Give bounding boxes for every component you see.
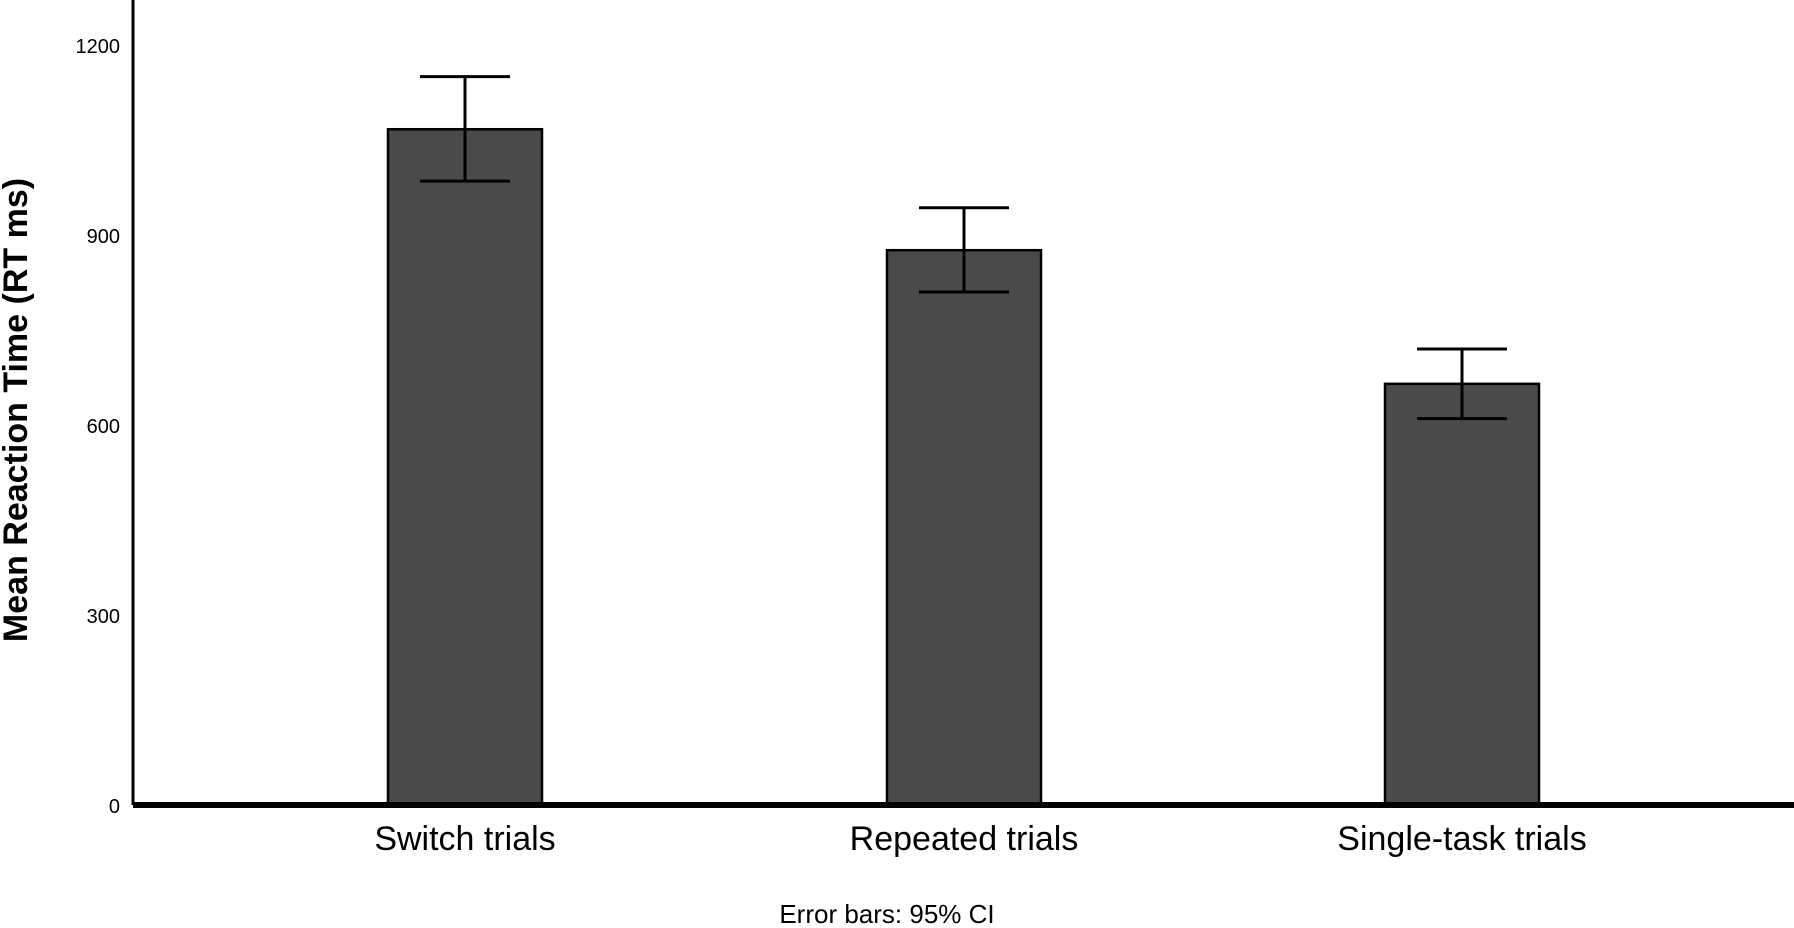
error-bar xyxy=(420,75,510,183)
y-tick-label: 600 xyxy=(87,416,120,438)
y-tick-label: 900 xyxy=(87,226,120,248)
x-tick-label: Repeated trials xyxy=(850,820,1079,858)
bar xyxy=(1383,382,1541,807)
x-axis-labels: Switch trials Repeated trials Single-task … xyxy=(374,820,1586,858)
y-tick-label: 300 xyxy=(87,606,120,628)
y-tick-label: 1200 xyxy=(76,36,121,58)
x-tick-label: Single-task trials xyxy=(1337,820,1586,858)
bar xyxy=(386,127,544,807)
x-tick-label: Switch trials xyxy=(374,820,555,858)
error-bars xyxy=(420,75,1507,421)
error-bar xyxy=(1417,347,1507,421)
bar xyxy=(885,248,1043,807)
y-tick-label: 0 xyxy=(109,796,120,818)
y-axis-ticks: 0 300 600 900 1200 xyxy=(76,36,121,818)
error-bar xyxy=(919,206,1009,294)
error-bars-note: Error bars: 95% CI xyxy=(779,899,994,928)
y-axis-label: Mean Reaction Time (RT ms) xyxy=(0,178,35,642)
